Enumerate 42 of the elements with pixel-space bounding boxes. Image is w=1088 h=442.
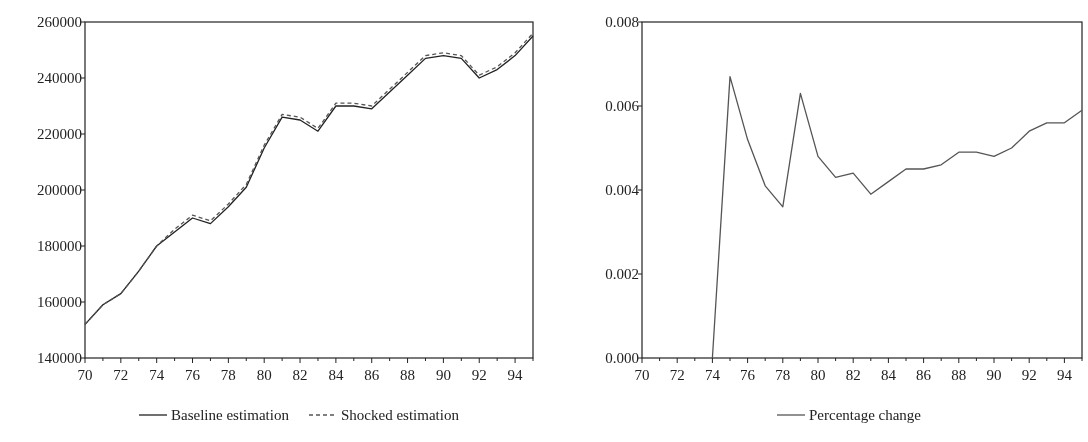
x-tick-label: 74 — [704, 367, 721, 383]
y-tick-label: 260000 — [37, 14, 82, 30]
x-tick-label: 70 — [77, 367, 93, 383]
y-tick-label: 220000 — [37, 126, 82, 142]
x-tick-label: 90 — [435, 367, 451, 383]
x-tick-label: 88 — [951, 367, 967, 383]
x-tick-label: 94 — [1056, 367, 1073, 383]
x-tick-label: 92 — [1021, 367, 1037, 383]
x-tick-label: 82 — [845, 367, 861, 383]
x-tick-label: 78 — [775, 367, 791, 383]
x-tick-label: 74 — [149, 367, 165, 383]
legend-label: Baseline estimation — [171, 407, 290, 423]
x-tick-label: 76 — [185, 367, 201, 383]
y-tick-label: 200000 — [37, 182, 82, 198]
y-tick-label: 140000 — [37, 350, 82, 366]
x-tick-label: 94 — [507, 367, 524, 383]
x-tick-label: 86 — [364, 367, 380, 383]
x-tick-label: 80 — [810, 367, 826, 383]
x-tick-label: 84 — [880, 367, 897, 383]
y-tick-label: 0.002 — [605, 266, 639, 282]
x-tick-label: 82 — [292, 367, 308, 383]
x-tick-label: 70 — [634, 367, 650, 383]
x-tick-label: 72 — [113, 367, 129, 383]
x-tick-label: 88 — [400, 367, 416, 383]
y-tick-label: 0.004 — [605, 182, 640, 198]
x-tick-label: 72 — [669, 367, 685, 383]
x-tick-label: 86 — [916, 367, 932, 383]
y-tick-label: 0.000 — [605, 350, 639, 366]
x-tick-label: 76 — [740, 367, 756, 383]
x-tick-label: 78 — [220, 367, 236, 383]
y-tick-label: 160000 — [37, 294, 82, 310]
legend-label: Percentage change — [809, 407, 922, 423]
y-tick-label: 180000 — [37, 238, 82, 254]
x-tick-label: 92 — [471, 367, 487, 383]
y-tick-label: 0.006 — [605, 98, 640, 114]
line-series — [711, 75, 1083, 359]
y-tick-label: 240000 — [37, 70, 82, 86]
legend-label: Shocked estimation — [341, 407, 460, 423]
x-tick-label: 84 — [328, 367, 344, 383]
y-tick-label: 0.008 — [605, 14, 639, 30]
x-tick-label: 90 — [986, 367, 1002, 383]
x-tick-label: 80 — [256, 367, 272, 383]
